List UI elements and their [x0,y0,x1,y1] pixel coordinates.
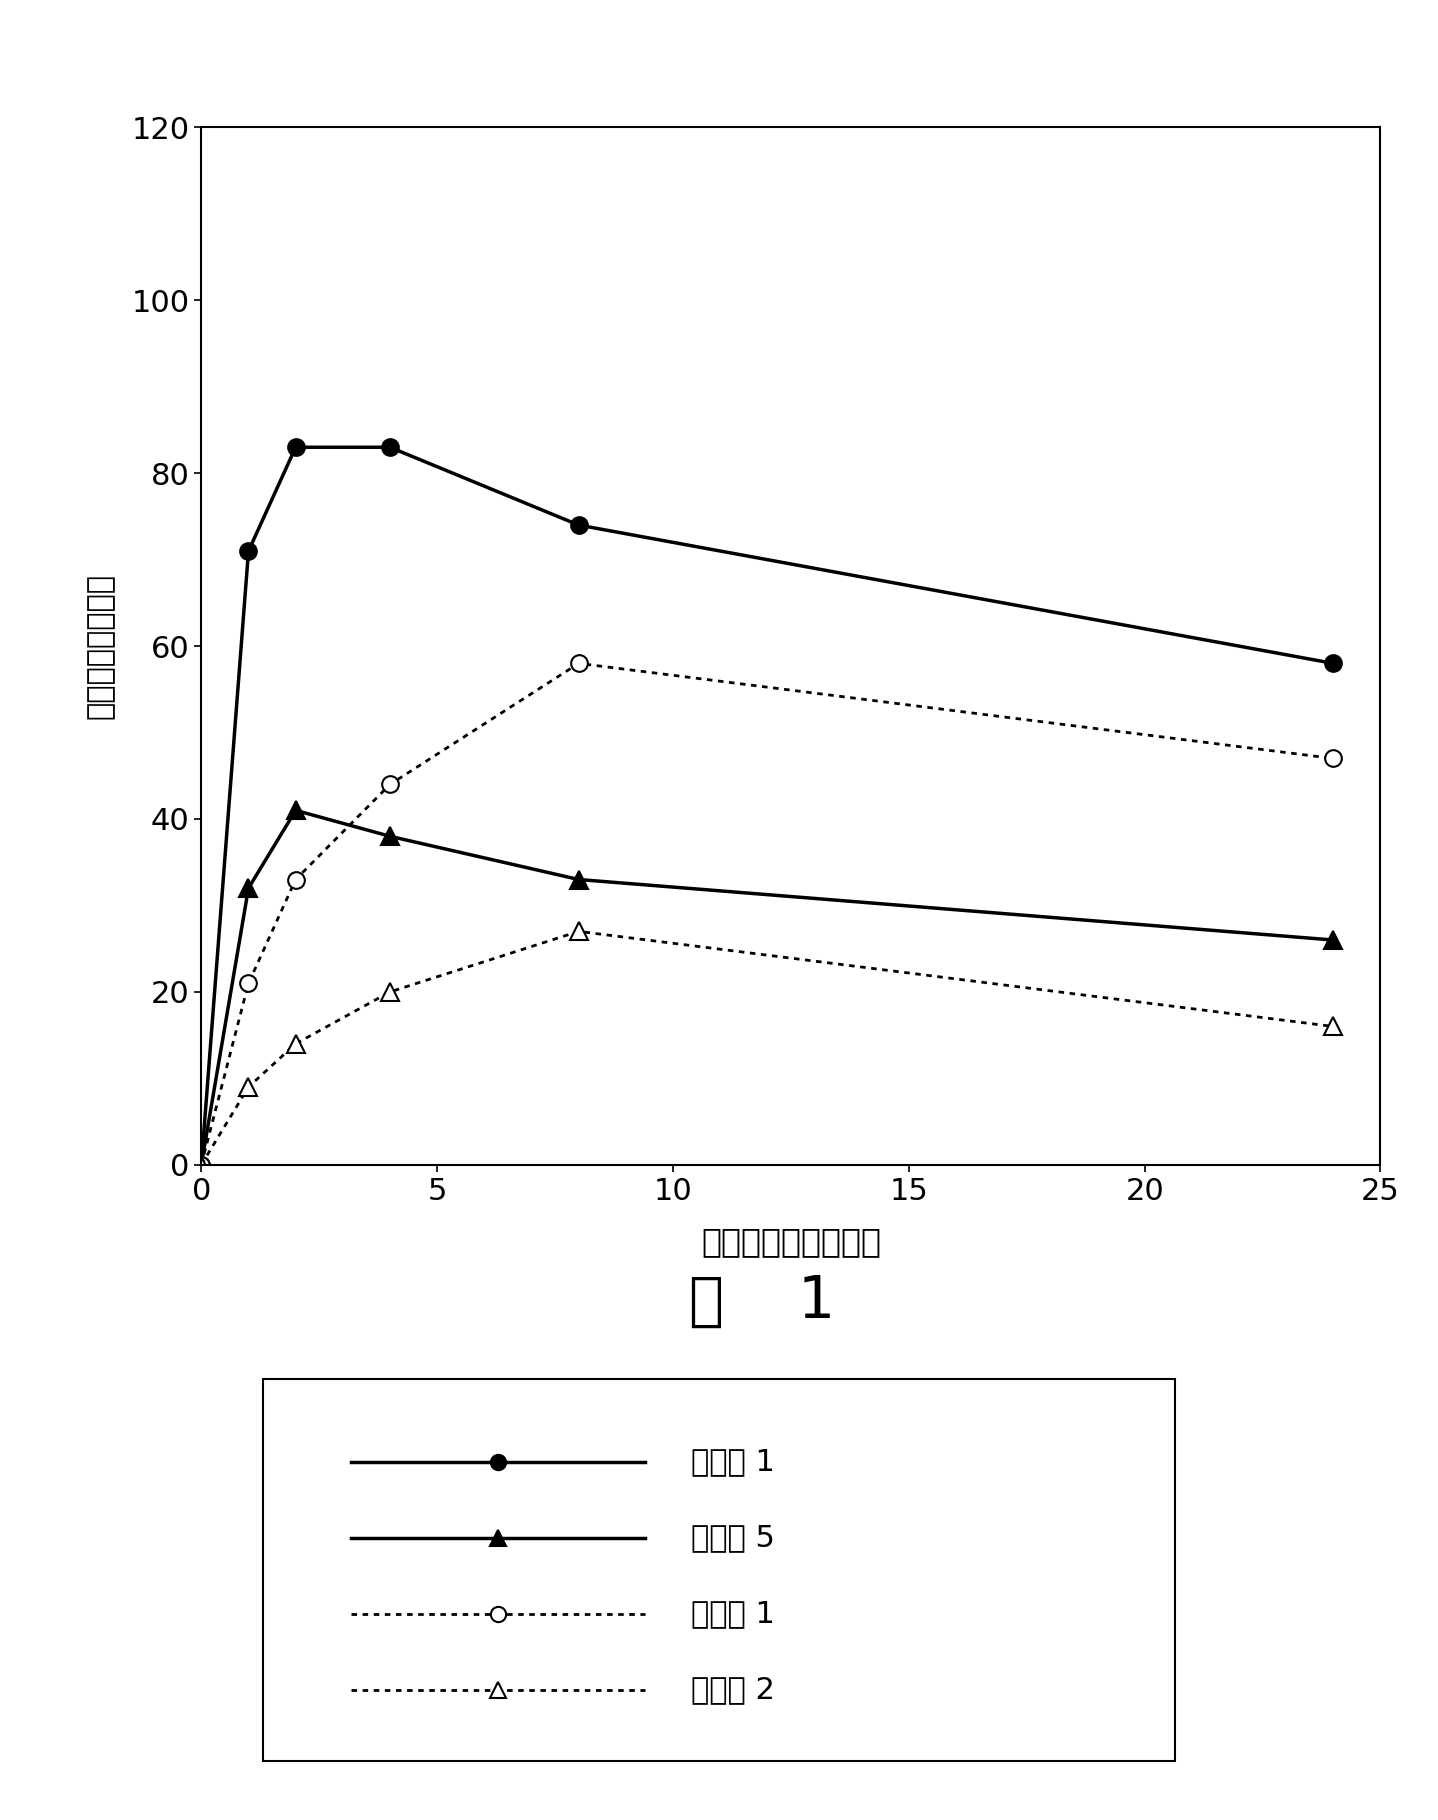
Text: 对比例 2: 对比例 2 [692,1674,775,1704]
Y-axis label: 氯丁喘胺的血浓度: 氯丁喘胺的血浓度 [86,573,115,719]
Text: 对比例 1: 对比例 1 [692,1600,775,1629]
Text: 实施例 5: 实施例 5 [692,1523,775,1552]
Text: 实施例 1: 实施例 1 [692,1447,775,1476]
X-axis label: 粘合时间（小时数）: 粘合时间（小时数） [700,1225,881,1258]
Text: 图    1: 图 1 [689,1272,835,1330]
